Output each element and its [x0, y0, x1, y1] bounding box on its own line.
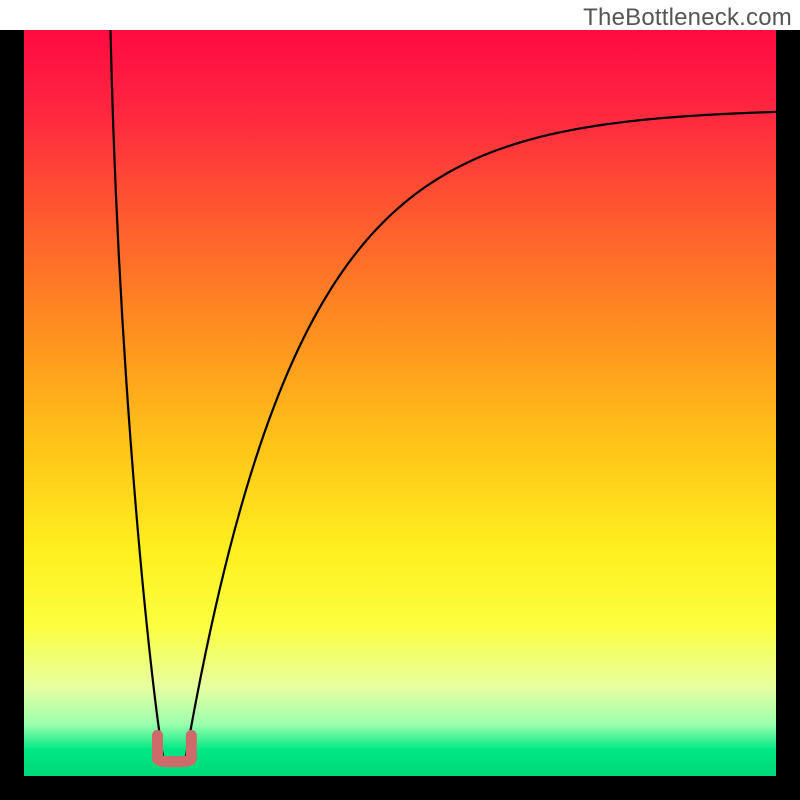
gradient-background: [24, 30, 776, 776]
bottleneck-chart-svg: [0, 0, 800, 800]
watermark-text: TheBottleneck.com: [583, 4, 792, 32]
chart-container: TheBottleneck.com: [0, 0, 800, 800]
